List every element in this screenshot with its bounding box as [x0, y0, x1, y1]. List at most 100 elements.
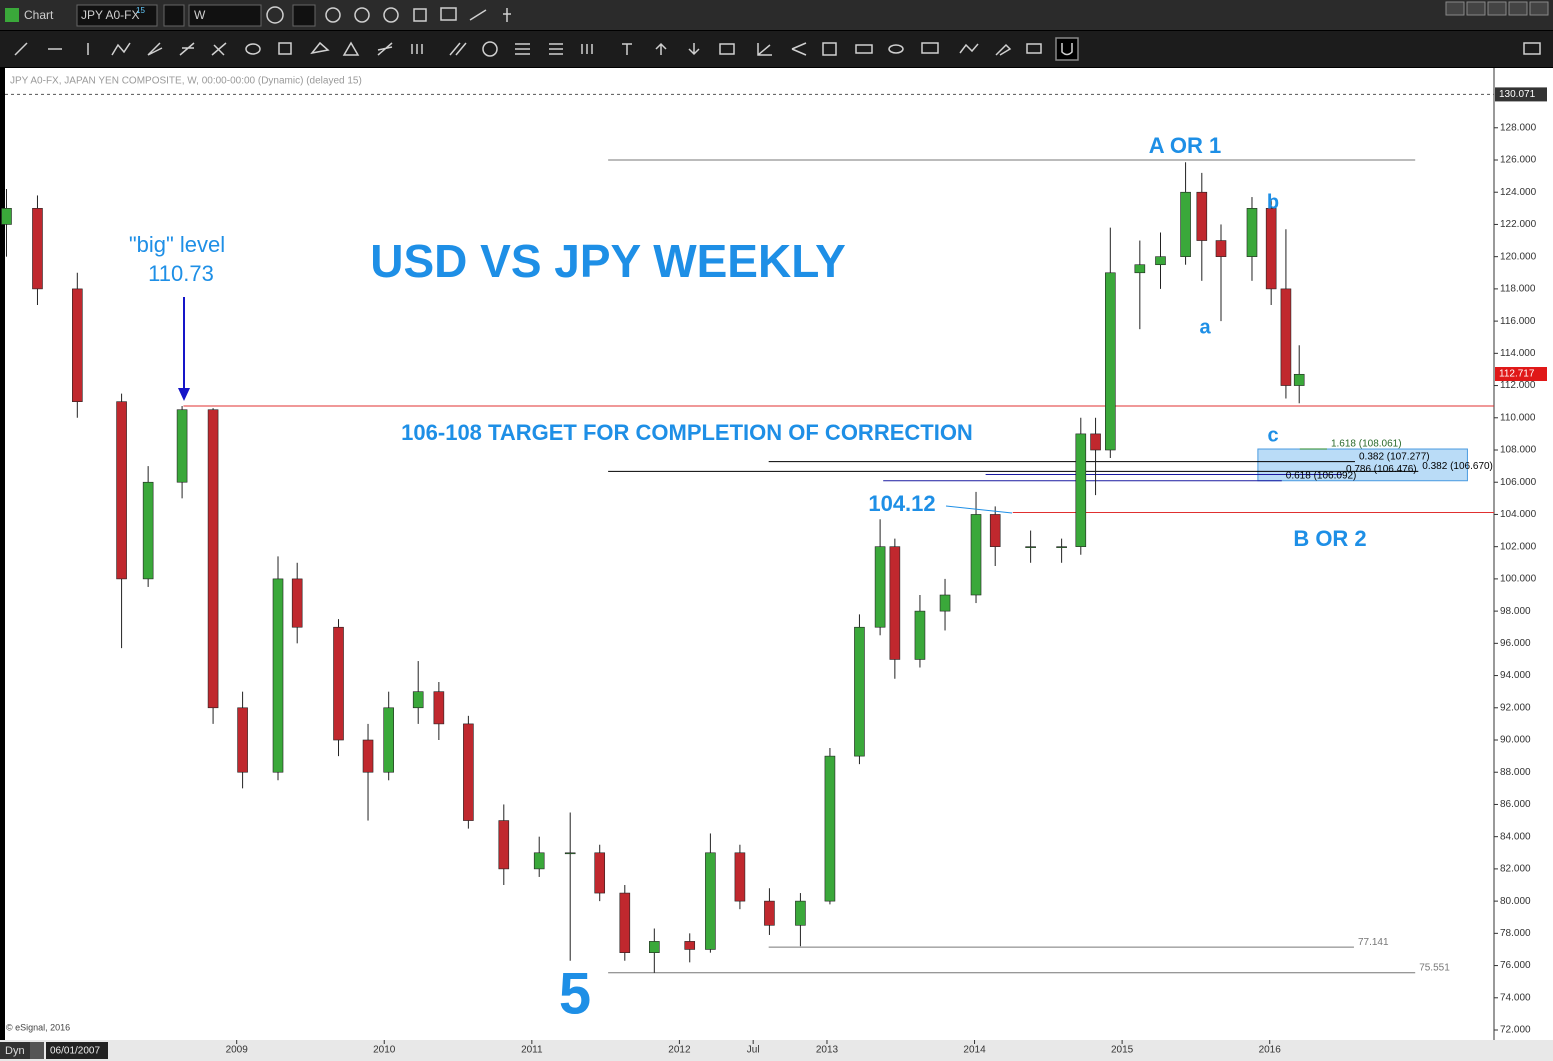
y-tick-label: 98.000 — [1500, 606, 1531, 617]
candle-body — [939, 594, 951, 612]
candle-body — [433, 691, 445, 725]
annotation: "big" level — [129, 232, 225, 257]
y-tick-label: 102.000 — [1500, 541, 1537, 552]
wave-label: 5 — [559, 961, 591, 1026]
y-tick-label: 128.000 — [1500, 122, 1537, 133]
y-tick-label: 86.000 — [1500, 799, 1531, 810]
mode-icon[interactable] — [30, 1042, 44, 1059]
symbol: JPY A0-FX — [81, 8, 139, 22]
settings-button[interactable] — [163, 4, 185, 27]
candle-body — [272, 578, 284, 773]
price-label: 130.071 — [1499, 89, 1536, 100]
candle-body — [32, 208, 43, 290]
candle-body — [362, 739, 374, 773]
symbol-box[interactable] — [76, 4, 158, 27]
target-zone — [1257, 448, 1468, 482]
candle-body — [1025, 546, 1036, 548]
candle-body — [1105, 272, 1116, 451]
candle-body — [142, 481, 154, 580]
candle-body — [333, 626, 344, 741]
y-tick-label: 124.000 — [1500, 187, 1537, 198]
candle-body — [889, 546, 901, 660]
x-tick-label: Jul — [747, 1045, 760, 1056]
level-label: 0.382 (106.670) — [1422, 461, 1493, 472]
candle-body — [1056, 546, 1067, 548]
candle-body — [463, 723, 474, 821]
annotation: 110.73 — [148, 261, 214, 286]
x-tick-label: 2012 — [668, 1045, 691, 1056]
candle-body — [1134, 264, 1146, 274]
annotation: 106-108 TARGET FOR COMPLETION OF CORRECT… — [401, 420, 973, 445]
candle-body — [619, 892, 631, 953]
candle-body — [237, 707, 248, 773]
x-tick-label: 2010 — [373, 1045, 396, 1056]
last-price-box — [1495, 367, 1547, 382]
window-buttons[interactable] — [1445, 1, 1549, 16]
candle-body — [705, 852, 716, 950]
interval: W — [194, 8, 206, 22]
x-tick-label: 2015 — [1111, 1045, 1134, 1056]
y-tick-label: 120.000 — [1500, 251, 1537, 262]
chart-title: USD VS JPY WEEKLY — [370, 235, 846, 287]
level-label: 1.618 (108.061) — [1331, 439, 1402, 450]
connector — [945, 505, 1013, 514]
candle-body — [970, 514, 982, 596]
y-tick-label: 92.000 — [1500, 702, 1531, 713]
y-tick-label: 106.000 — [1500, 477, 1537, 488]
y-tick-label: 82.000 — [1500, 864, 1531, 875]
y-tick-label: 72.000 — [1500, 1025, 1531, 1036]
y-tick-label: 76.000 — [1500, 960, 1531, 971]
y-tick-label: 112.000 — [1500, 380, 1536, 391]
y-tick-label: 88.000 — [1500, 767, 1531, 778]
drawing-toolbar — [0, 31, 1553, 67]
x-tick-label: 2009 — [226, 1045, 249, 1056]
candle-body — [824, 755, 836, 902]
annotation: 104.12 — [868, 491, 935, 516]
copyright: © eSignal, 2016 — [6, 1022, 70, 1032]
interval-box[interactable] — [188, 4, 262, 27]
candle-body — [1, 208, 12, 225]
candle-body — [176, 409, 188, 483]
y-tick-label: 118.000 — [1500, 284, 1536, 295]
x-tick-label: 2011 — [521, 1045, 543, 1056]
app-icon — [5, 8, 19, 22]
candle-body — [207, 409, 219, 709]
price-box — [1495, 87, 1547, 102]
candle-body — [795, 900, 806, 926]
candle-body — [854, 626, 865, 757]
y-tick-label: 94.000 — [1500, 670, 1531, 681]
y-tick-label: 126.000 — [1500, 155, 1537, 166]
start-date: 06/01/2007 — [50, 1046, 100, 1057]
y-tick-label: 104.000 — [1500, 509, 1537, 520]
x-tick-label: 2014 — [963, 1045, 986, 1056]
candle-body — [1196, 191, 1208, 241]
drawing-tools[interactable] — [14, 37, 1541, 61]
candle-body — [684, 941, 696, 950]
candle-body — [291, 578, 303, 628]
candle-body — [734, 852, 746, 902]
y-tick-label: 108.000 — [1500, 445, 1537, 456]
arrow-head — [178, 388, 190, 401]
level-label: 0.618 (106.092) — [1286, 470, 1357, 481]
level-label: 75.551 — [1419, 962, 1450, 973]
mode: Dyn — [5, 1045, 25, 1057]
y-tick-label: 96.000 — [1500, 638, 1531, 649]
candle-body — [594, 852, 606, 894]
y-tick-label: 116.000 — [1500, 316, 1536, 327]
candle-body — [1280, 288, 1292, 386]
title-toolbar[interactable] — [266, 4, 511, 27]
candle-body — [649, 941, 660, 953]
candle-body — [533, 852, 545, 870]
y-axis-panel — [1494, 68, 1553, 1040]
mode-box[interactable] — [0, 1042, 30, 1059]
level-label: 77.141 — [1358, 937, 1389, 948]
symbol-sup: 15 — [136, 6, 145, 15]
level-label: 0.786 (106.476) — [1346, 464, 1417, 475]
candle-body — [1155, 256, 1166, 266]
candle-body — [1246, 208, 1258, 257]
wave-label: B OR 2 — [1293, 526, 1366, 551]
window-title: Chart — [24, 8, 54, 22]
x-axis-panel — [0, 1040, 1553, 1061]
candle-body — [412, 691, 424, 709]
